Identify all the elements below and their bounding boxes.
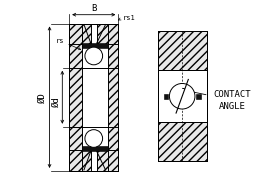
Polygon shape	[82, 24, 91, 44]
Text: rs: rs	[56, 38, 64, 44]
Bar	[69, 24, 82, 171]
Polygon shape	[97, 150, 108, 171]
Text: ØD: ØD	[38, 92, 47, 103]
Bar	[158, 31, 207, 161]
Text: rs1: rs1	[122, 15, 135, 21]
Bar	[158, 31, 207, 161]
Polygon shape	[82, 150, 91, 171]
Bar	[82, 146, 108, 151]
Text: CONTACT
ANGLE: CONTACT ANGLE	[214, 90, 251, 111]
Bar	[69, 24, 118, 171]
Bar	[82, 43, 108, 48]
Bar	[69, 24, 118, 171]
Polygon shape	[97, 24, 108, 44]
Circle shape	[85, 130, 103, 147]
Bar	[196, 94, 201, 99]
Circle shape	[170, 83, 195, 109]
Circle shape	[85, 47, 103, 65]
Bar	[108, 24, 118, 171]
Bar	[158, 31, 207, 70]
Text: B: B	[91, 4, 96, 13]
Bar	[158, 122, 207, 161]
Bar	[164, 94, 168, 99]
Text: Ød: Ød	[51, 96, 60, 107]
